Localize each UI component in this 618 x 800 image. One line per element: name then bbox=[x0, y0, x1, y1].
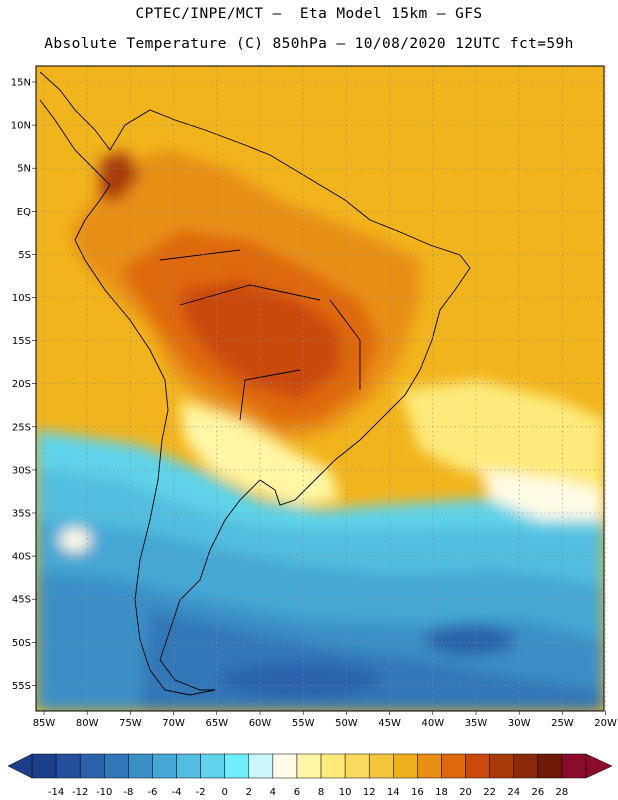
map-title: CPTEC/INPE/MCT – Eta Model 15km – GFS bbox=[135, 6, 483, 22]
colorbar-swatch bbox=[296, 753, 322, 779]
lon-label: 55W bbox=[292, 718, 315, 729]
lat-label: 25S bbox=[12, 422, 31, 433]
colorbar-tick-label: -2 bbox=[196, 787, 206, 798]
colorbar-tick-label: 28 bbox=[556, 787, 569, 798]
lat-label: 15N bbox=[11, 78, 31, 89]
colorbar-swatch bbox=[417, 753, 442, 779]
colorbar-swatch bbox=[248, 753, 274, 779]
colorbar-swatch bbox=[55, 753, 81, 779]
colorbar-tick-label: 20 bbox=[459, 787, 472, 798]
colorbar-tick-label: 6 bbox=[294, 787, 300, 798]
lat-label: EQ bbox=[17, 207, 31, 218]
colorbar-tick-label: 26 bbox=[531, 787, 544, 798]
lon-label: 30W bbox=[508, 718, 531, 729]
colorbar-swatch bbox=[128, 753, 153, 779]
lat-label: 5S bbox=[18, 250, 31, 261]
temperature-field bbox=[36, 66, 604, 711]
colorbar-tick-label: 18 bbox=[435, 787, 448, 798]
colorbar-tick-label: 2 bbox=[246, 787, 252, 798]
colorbar-swatch bbox=[393, 753, 418, 779]
colorbar-swatch bbox=[224, 753, 250, 779]
map-frame bbox=[35, 65, 605, 712]
lat-label: 35S bbox=[12, 509, 31, 520]
colorbar-swatch bbox=[465, 753, 490, 779]
colorbar-swatch bbox=[344, 753, 370, 779]
colorbar-swatch bbox=[79, 753, 105, 779]
colorbar-swatch bbox=[537, 753, 563, 779]
colorbar-swatch bbox=[152, 753, 177, 779]
colorbar-tick-label: -6 bbox=[147, 787, 157, 798]
lat-label: 10S bbox=[12, 293, 31, 304]
colorbar-tick-label: 0 bbox=[222, 787, 228, 798]
lat-label: 30S bbox=[12, 465, 31, 476]
lat-label: 50S bbox=[12, 638, 31, 649]
colorbar-swatch bbox=[320, 753, 346, 779]
lat-label: 40S bbox=[12, 552, 31, 563]
colorbar-tick-label: 24 bbox=[507, 787, 520, 798]
colorbar-tick-label: 8 bbox=[318, 787, 324, 798]
latitude-labels: 15N 10N 5N EQ 5S 10S 15S 20S 25S 30S 35S 40S 45S 50S 5… bbox=[11, 78, 31, 692]
colorbar-swatch bbox=[368, 753, 394, 779]
colorbar-swatch bbox=[561, 753, 587, 779]
colorbar-tick-label: 16 bbox=[411, 787, 424, 798]
colorbar-swatch bbox=[176, 753, 201, 779]
lat-label: 5N bbox=[17, 164, 31, 175]
lon-label: 65W bbox=[205, 718, 228, 729]
map-grid bbox=[32, 66, 606, 715]
lon-label: 80W bbox=[76, 718, 99, 729]
colorbar-swatch bbox=[104, 753, 129, 779]
colorbar-tick-label: -10 bbox=[96, 787, 112, 798]
colorbar-tick-label: 12 bbox=[363, 787, 376, 798]
lat-label: 55S bbox=[12, 681, 31, 692]
colorbar-swatch bbox=[441, 753, 466, 779]
colorbar-tick-label: 4 bbox=[270, 787, 276, 798]
lon-label: 50W bbox=[335, 718, 358, 729]
lon-label: 60W bbox=[249, 718, 272, 729]
colorbar: -14 -12 -10 -8 -6 -4 -2 0 2 4 6 8 10 12 14 16 18 20 22 24 26… bbox=[7, 753, 613, 798]
lon-label: 35W bbox=[465, 718, 488, 729]
colorbar-tick-label: -4 bbox=[172, 787, 182, 798]
colorbar-tick-label: -14 bbox=[48, 787, 64, 798]
colorbar-swatch bbox=[489, 753, 514, 779]
lon-label: 70W bbox=[162, 718, 185, 729]
colorbar-tick-label: -8 bbox=[123, 787, 133, 798]
colorbar-tick-label: -12 bbox=[72, 787, 88, 798]
colorbar-tick-label: 10 bbox=[339, 787, 352, 798]
colorbar-arrow-low bbox=[7, 753, 33, 779]
colorbar-swatch bbox=[200, 753, 225, 779]
colorbar-arrow-high bbox=[585, 753, 613, 779]
longitude-labels: 85W 80W 75W 70W 65W 60W 55W 50W 45W 40W 35W 30W 25W 2… bbox=[33, 718, 617, 729]
colorbar-swatch bbox=[513, 753, 539, 779]
lat-label: 15S bbox=[12, 336, 31, 347]
lon-label: 40W bbox=[421, 718, 444, 729]
lon-label: 20W bbox=[594, 718, 617, 729]
lon-label: 75W bbox=[119, 718, 142, 729]
lat-label: 45S bbox=[12, 595, 31, 606]
coastline bbox=[39, 71, 471, 696]
lon-label: 45W bbox=[378, 718, 401, 729]
lat-label: 10N bbox=[11, 121, 31, 132]
lat-label: 20S bbox=[12, 379, 31, 390]
lon-label: 25W bbox=[551, 718, 574, 729]
colorbar-tick-label: 14 bbox=[387, 787, 400, 798]
colorbar-swatch bbox=[31, 753, 57, 779]
map-subtitle: Absolute Temperature (C) 850hPa – 10/08/… bbox=[44, 36, 574, 52]
colorbar-swatch bbox=[272, 753, 298, 779]
lon-label: 85W bbox=[33, 718, 56, 729]
colorbar-tick-label: 22 bbox=[483, 787, 496, 798]
